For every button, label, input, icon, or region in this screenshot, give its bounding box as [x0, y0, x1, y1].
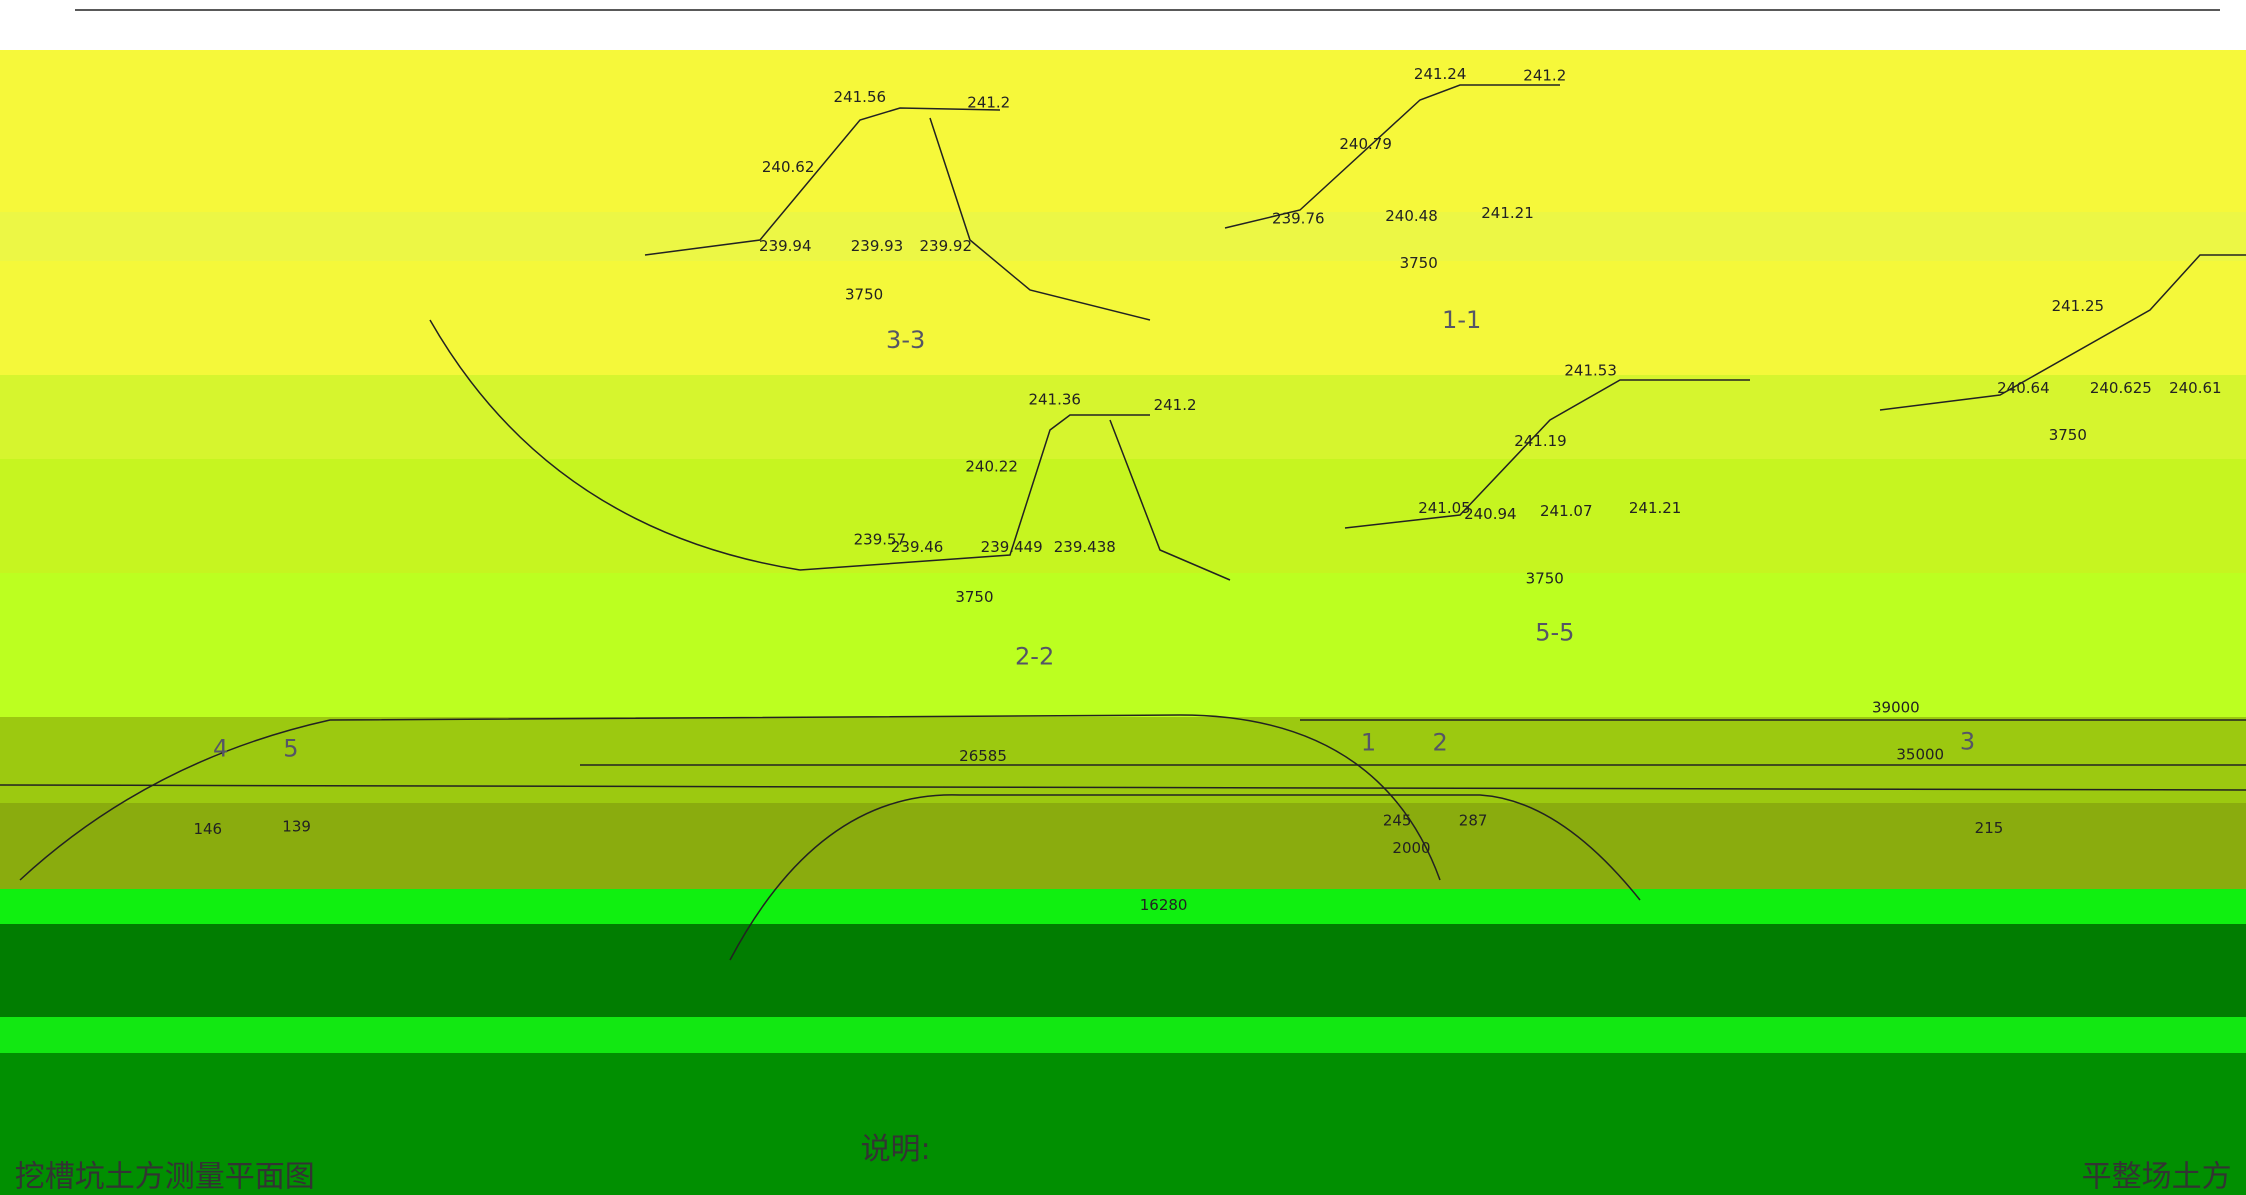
elevation: 241.36 — [1028, 390, 1081, 408]
marker: 5 — [283, 734, 298, 762]
elevation: 241.24 — [1414, 65, 1467, 83]
elevation: 240.61 — [2169, 379, 2222, 397]
elevation: 240.48 — [1385, 207, 1438, 225]
side-title: 平整场土方 — [2082, 1159, 2232, 1194]
point-label: 287 — [1459, 812, 1488, 830]
point-label: 139 — [282, 817, 311, 835]
elevation: 241.19 — [1514, 432, 1567, 450]
elevation: 241.2 — [1154, 396, 1197, 414]
elevation: 240.62 — [762, 158, 815, 176]
elevation: 241.53 — [1564, 362, 1617, 380]
elevation: 240.64 — [1997, 379, 2050, 397]
plan-title: 挖槽坑土方测量平面图 — [15, 1159, 315, 1194]
elevation: 239.46 — [891, 538, 944, 556]
elevation: 241.2 — [1523, 66, 1566, 84]
point-label: 146 — [193, 820, 222, 838]
section-label: 3-3 — [886, 326, 925, 354]
dimension: 2000 — [1392, 839, 1430, 857]
elevation: 239.449 — [981, 538, 1043, 556]
marker: 3 — [1960, 727, 1975, 755]
elevation: 241.05 — [1418, 499, 1471, 517]
section-label: 1-1 — [1442, 306, 1481, 334]
elevation: 241.07 — [1540, 502, 1593, 520]
elevation: 240.94 — [1464, 505, 1517, 523]
marker: 2 — [1433, 729, 1448, 757]
section-width: 3750 — [2049, 426, 2087, 444]
elevation: 239.438 — [1054, 538, 1116, 556]
dimension: 26585 — [959, 747, 1007, 765]
section-width: 3750 — [1526, 569, 1564, 587]
marker: 4 — [213, 734, 228, 762]
linework — [0, 9, 2246, 961]
elevation: 239.57 — [854, 531, 907, 549]
section-label: 2-2 — [1015, 643, 1054, 671]
elevation: 241.2 — [967, 94, 1010, 112]
point-label: 245 — [1383, 812, 1412, 830]
dimension: 16280 — [1140, 896, 1188, 914]
elevation: 241.21 — [1629, 499, 1682, 517]
notes-heading: 说明: — [861, 1132, 931, 1167]
section-width: 3750 — [955, 588, 993, 606]
elevation: 239.93 — [851, 237, 904, 255]
dimension: 35000 — [1896, 746, 1944, 764]
elevation: 240.22 — [965, 458, 1018, 476]
section-label: 5-5 — [1535, 618, 1574, 646]
elevation: 241.56 — [834, 88, 887, 106]
elevation: 241.25 — [2052, 297, 2105, 315]
elevation: 239.76 — [1272, 210, 1325, 228]
point-label: 215 — [1975, 819, 2004, 837]
elevation: 240.625 — [2090, 379, 2152, 397]
elevation: 239.94 — [759, 237, 812, 255]
section-width: 3750 — [1400, 254, 1438, 272]
dimension: 39000 — [1872, 698, 1920, 716]
elevation: 241.21 — [1481, 204, 1534, 222]
section-width: 3750 — [845, 286, 883, 304]
elevation: 239.92 — [920, 237, 973, 255]
marker: 1 — [1361, 729, 1376, 757]
elevation: 240.79 — [1339, 135, 1392, 153]
